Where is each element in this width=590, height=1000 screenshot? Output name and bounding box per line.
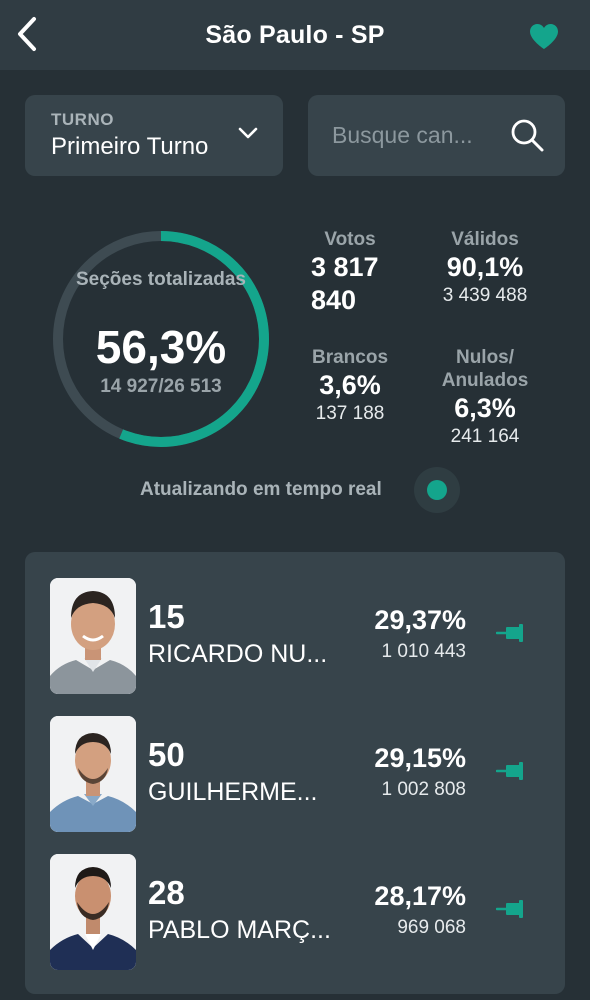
candidate-votes: 1 010 443 [381,641,466,662]
pin-icon [496,624,523,642]
nulos-label-line2: Anulados [441,370,529,391]
validos-label: Válidos [451,229,519,250]
live-status-text: Atualizando em tempo real [140,479,382,500]
favorite-button[interactable] [528,20,560,52]
pin-button[interactable] [492,618,532,648]
candidate-votes: 969 068 [397,917,466,938]
sections-label: Seções totalizadas [75,269,247,290]
candidate-percent: 29,37% [374,605,466,635]
nulos-percent: 6,3% [454,393,516,423]
candidate-percent: 29,15% [374,743,466,773]
sections-progress-arc [53,231,269,447]
votos-value-line2: 840 [311,285,357,315]
stat-nulos: Nulos/ Anulados 6,3% 241 164 [420,346,550,449]
live-indicator-dot [427,480,447,500]
candidate-photo [50,716,136,832]
candidate-votes: 1 002 808 [381,779,466,800]
candidate-name: GUILHERME... [148,778,318,806]
stat-brancos: Brancos 3,6% 137 188 [300,346,400,426]
sections-percent: 56,3% [95,321,227,373]
candidate-row[interactable]: 50 GUILHERME... 29,15% 1 002 808 [50,716,540,832]
candidate-photo [50,854,136,970]
candidate-number: 15 [148,598,185,635]
turno-dropdown[interactable]: TURNO Primeiro Turno [25,95,283,176]
pin-icon [496,762,523,780]
search-input[interactable] [332,117,502,153]
nulos-label-line1: Nulos/ [455,347,515,368]
header-bar: São Paulo - SP [0,0,590,70]
brancos-count: 137 188 [315,403,385,424]
candidate-percent: 28,17% [374,881,466,911]
candidates-card: 15 RICARDO NU... 29,37% 1 010 443 50 [25,552,565,994]
validos-count: 3 439 488 [442,285,528,306]
turno-selected-value: Primeiro Turno [51,133,209,160]
candidate-search[interactable] [308,95,565,176]
votos-value-line1: 3 817 [311,252,379,282]
pin-button[interactable] [492,756,532,786]
nulos-count: 241 164 [450,426,520,447]
back-button[interactable] [10,14,44,54]
sections-summary: Seções totalizadas 56,3% 14 927/26 513 [50,228,272,450]
candidate-photo [50,578,136,694]
candidate-name: RICARDO NU... [148,640,328,668]
pin-button[interactable] [492,894,532,924]
sections-progress-ring [53,231,269,447]
validos-percent: 90,1% [446,252,524,282]
candidate-row[interactable]: 28 PABLO MARÇ... 28,17% 969 068 [50,854,540,970]
brancos-label: Brancos [311,347,389,368]
candidate-row[interactable]: 15 RICARDO NU... 29,37% 1 010 443 [50,578,540,694]
stat-votos: Votos 3 817 840 [300,228,400,317]
votos-label: Votos [324,229,376,250]
sections-count: 14 927/26 513 [100,376,222,397]
heart-icon [530,23,558,49]
candidate-number: 50 [148,736,185,773]
brancos-percent: 3,6% [319,370,381,400]
candidate-name: PABLO MARÇ... [148,916,331,944]
search-icon[interactable] [509,117,545,153]
turno-label: TURNO [51,110,114,129]
pin-icon [496,900,523,918]
chevron-left-icon [18,17,36,51]
page-title: São Paulo - SP [205,20,385,49]
chevron-down-icon [238,127,258,139]
candidate-number: 28 [148,874,185,911]
stat-validos: Válidos 90,1% 3 439 488 [420,228,550,308]
